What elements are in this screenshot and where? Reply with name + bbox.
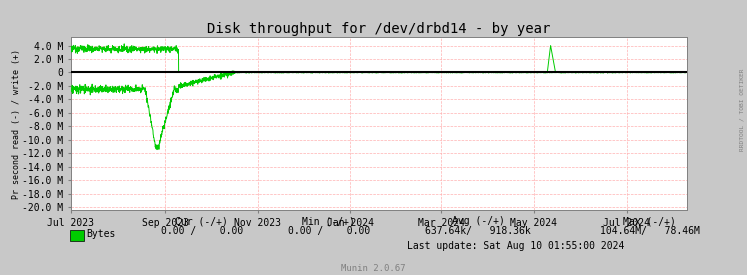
Text: Avg (-/+): Avg (-/+) bbox=[452, 216, 504, 226]
Text: Min (-/+): Min (-/+) bbox=[303, 216, 355, 226]
Y-axis label: Pr second read (-) / write (+): Pr second read (-) / write (+) bbox=[12, 49, 21, 199]
Text: Max (-/+): Max (-/+) bbox=[624, 216, 676, 226]
Title: Disk throughput for /dev/drbd14 - by year: Disk throughput for /dev/drbd14 - by yea… bbox=[208, 22, 551, 36]
Text: Last update: Sat Aug 10 01:55:00 2024: Last update: Sat Aug 10 01:55:00 2024 bbox=[407, 241, 624, 251]
Text: 0.00 /    0.00: 0.00 / 0.00 bbox=[161, 226, 243, 236]
Text: 104.64M/   78.46M: 104.64M/ 78.46M bbox=[600, 226, 700, 236]
Text: Munin 2.0.67: Munin 2.0.67 bbox=[341, 265, 406, 273]
Text: Bytes: Bytes bbox=[86, 229, 115, 239]
Text: RRDTOOL / TOBI OETIKER: RRDTOOL / TOBI OETIKER bbox=[740, 69, 745, 151]
Text: 0.00 /    0.00: 0.00 / 0.00 bbox=[288, 226, 370, 236]
Text: Cur (-/+): Cur (-/+) bbox=[176, 216, 228, 226]
Text: 637.64k/   918.36k: 637.64k/ 918.36k bbox=[425, 226, 531, 236]
